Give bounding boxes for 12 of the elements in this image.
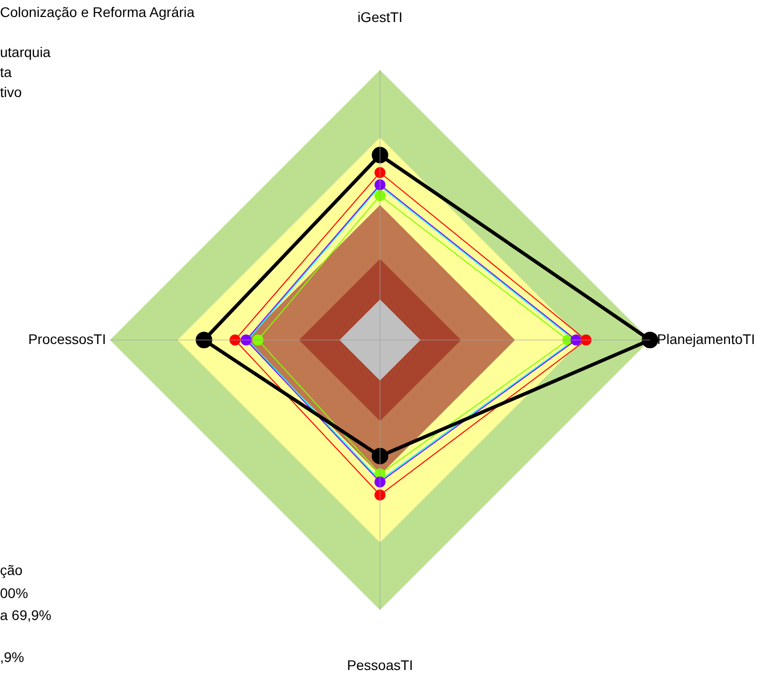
- spoke-label: iGestTI: [357, 8, 403, 25]
- text: ção: [0, 562, 23, 578]
- spoke-label: PlanejamentoTI: [657, 330, 756, 347]
- text: ta: [0, 64, 12, 80]
- spoke-label: PessoasTI: [346, 656, 414, 673]
- spoke-label: ProcessosTI: [28, 330, 106, 347]
- text: utarquia: [0, 44, 51, 60]
- text: 00%: [0, 585, 28, 601]
- text: a 69,9%: [0, 607, 52, 623]
- text: tivo: [0, 84, 22, 100]
- text: ,9%: [0, 649, 24, 665]
- text: Colonização e Reforma Agrária: [0, 4, 195, 20]
